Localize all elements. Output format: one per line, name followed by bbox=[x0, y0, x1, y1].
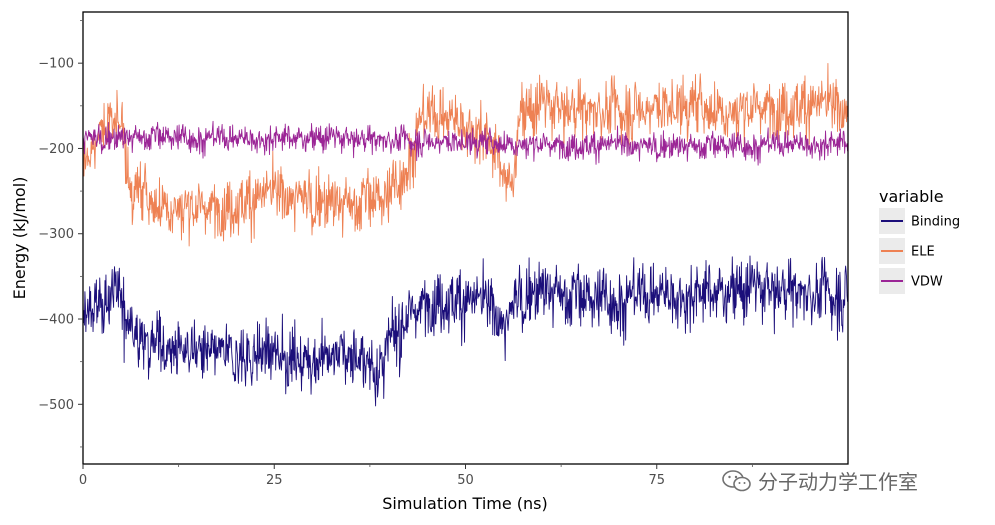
legend-label: VDW bbox=[911, 275, 943, 290]
legend-label: Binding bbox=[911, 215, 960, 230]
legend-item-ele: ELE bbox=[879, 238, 935, 264]
watermark-text: 分子动力学工作室 bbox=[758, 470, 918, 494]
x-tick-label: 25 bbox=[266, 473, 283, 488]
x-axis-ticks: 0 25 50 75 bbox=[79, 464, 753, 488]
legend-item-vdw: VDW bbox=[879, 268, 943, 294]
legend: variable Binding ELE VDW bbox=[879, 187, 960, 294]
legend-label: ELE bbox=[911, 245, 935, 260]
y-axis-ticks: −100 −200 −300 −400 −500 bbox=[38, 20, 83, 448]
y-tick-label: −200 bbox=[38, 142, 74, 157]
series-line-vdw bbox=[82, 120, 849, 166]
legend-items: Binding ELE VDW bbox=[879, 208, 960, 294]
x-tick-label: 75 bbox=[648, 473, 665, 488]
watermark: 分子动力学工作室 bbox=[722, 466, 918, 495]
series-layer bbox=[82, 63, 849, 407]
y-tick-label: −300 bbox=[38, 227, 74, 242]
x-axis-title: Simulation Time (ns) bbox=[382, 494, 548, 513]
x-tick-label: 50 bbox=[457, 473, 474, 488]
y-tick-label: −400 bbox=[38, 313, 74, 328]
legend-title: variable bbox=[879, 187, 944, 206]
legend-item-binding: Binding bbox=[879, 208, 960, 234]
plot-area-background bbox=[83, 12, 848, 464]
y-tick-label: −500 bbox=[38, 398, 74, 413]
wechat-icon bbox=[722, 469, 751, 491]
series-line-ele bbox=[82, 63, 849, 247]
x-tick-label: 0 bbox=[79, 473, 87, 488]
y-axis-title: Energy (kJ/mol) bbox=[10, 177, 29, 300]
y-tick-label: −100 bbox=[38, 57, 74, 72]
series-line-binding bbox=[82, 255, 849, 407]
